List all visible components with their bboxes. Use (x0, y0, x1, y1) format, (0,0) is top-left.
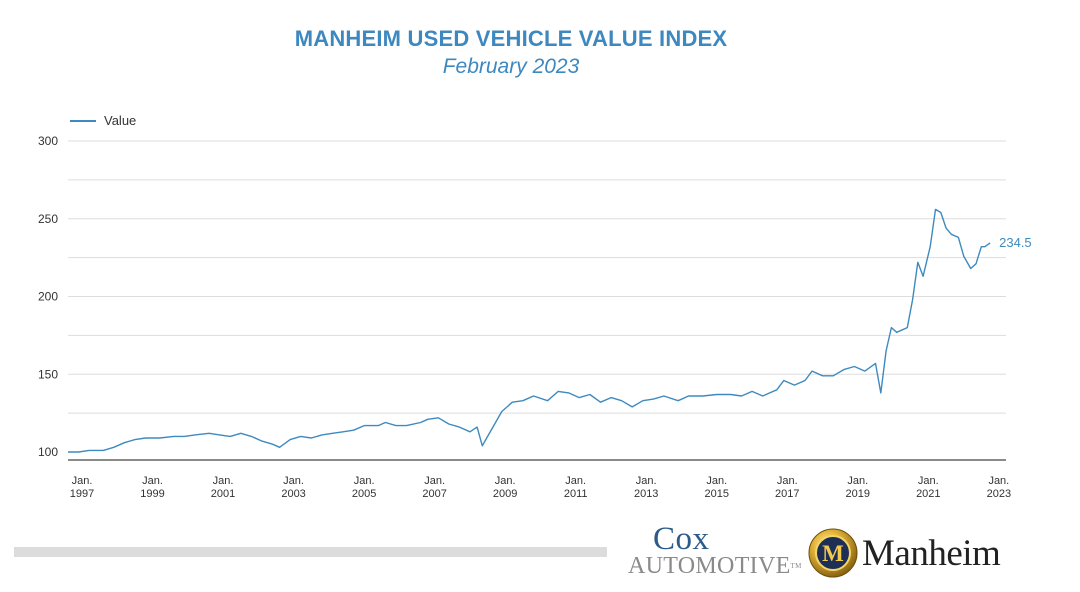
y-tick-label-200: 200 (38, 290, 58, 304)
x-tick-year-2023: 2023 (987, 488, 1011, 500)
x-tick-year-2013: 2013 (634, 488, 658, 500)
x-tick-year-2007: 2007 (422, 488, 446, 500)
x-tick-month-2013: Jan. (636, 475, 657, 487)
y-tick-label-150: 150 (38, 367, 58, 381)
legend: Value (70, 113, 136, 128)
x-tick-month-2023: Jan. (988, 475, 1009, 487)
y-axis-labels: 100 150 200 250 300 (38, 134, 58, 459)
x-tick-year-1997: 1997 (70, 488, 94, 500)
y-tick-label-250: 250 (38, 212, 58, 226)
trademark-mark: TM (790, 562, 802, 570)
x-tick-year-2003: 2003 (281, 488, 305, 500)
automotive-text: AUTOMOTIVE (628, 553, 791, 579)
chart-subtitle: February 2023 (442, 55, 580, 78)
x-tick-month-2021: Jan. (918, 475, 939, 487)
x-tick-year-2001: 2001 (211, 488, 235, 500)
x-tick-month-1999: Jan. (142, 475, 163, 487)
x-tick-month-2017: Jan. (777, 475, 798, 487)
series-line-value (68, 208, 991, 453)
x-tick-month-2011: Jan. (565, 475, 586, 487)
x-axis-labels: Jan.1997Jan.1999Jan.2001Jan.2003Jan.2005… (70, 475, 1011, 500)
manheim-emblem-letter: M (822, 541, 844, 566)
x-tick-month-2005: Jan. (354, 475, 375, 487)
y-tick-label-100: 100 (38, 445, 58, 459)
manheim-wordmark: Manheim (862, 533, 1001, 574)
x-tick-year-2005: 2005 (352, 488, 376, 500)
x-tick-month-2009: Jan. (495, 475, 516, 487)
end-value-label: 234.5 (999, 235, 1032, 250)
series-group (68, 208, 991, 453)
x-tick-month-2019: Jan. (847, 475, 868, 487)
x-tick-month-1997: Jan. (72, 475, 93, 487)
cox-automotive-logo: Cox AUTOMOTIVETM (628, 521, 801, 579)
chart-title: MANHEIM USED VEHICLE VALUE INDEX (294, 26, 728, 51)
x-tick-year-2019: 2019 (846, 488, 870, 500)
x-tick-year-2021: 2021 (916, 488, 940, 500)
manheim-emblem-icon: M (808, 528, 858, 578)
automotive-wordmark: AUTOMOTIVETM (628, 553, 801, 579)
legend-swatch (70, 119, 96, 122)
gridlines (68, 140, 1006, 461)
x-tick-year-2015: 2015 (704, 488, 728, 500)
x-tick-year-1999: 1999 (140, 488, 164, 500)
x-tick-month-2003: Jan. (283, 475, 304, 487)
cox-wordmark: Cox (653, 521, 710, 557)
x-tick-month-2015: Jan. (706, 475, 727, 487)
data-labels: 234.5 (999, 235, 1032, 250)
x-tick-month-2001: Jan. (213, 475, 234, 487)
x-tick-year-2009: 2009 (493, 488, 517, 500)
x-tick-year-2017: 2017 (775, 488, 799, 500)
x-tick-year-2011: 2011 (564, 488, 588, 500)
x-tick-month-2007: Jan. (424, 475, 445, 487)
legend-label: Value (104, 113, 137, 128)
y-tick-label-300: 300 (38, 134, 58, 148)
footer-divider-bar (14, 547, 607, 557)
